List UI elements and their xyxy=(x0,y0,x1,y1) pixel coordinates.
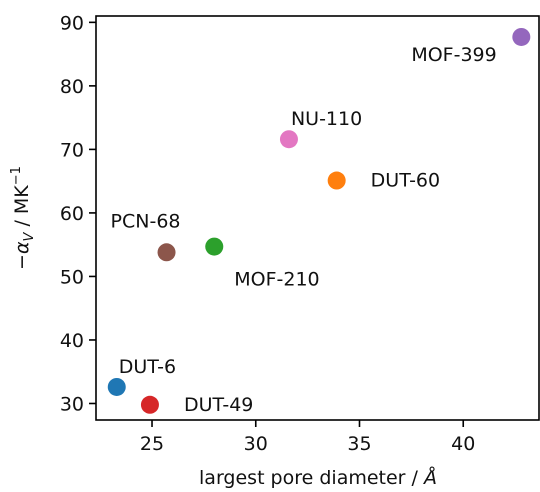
point-label-pcn-68: PCN-68 xyxy=(111,210,181,232)
plot-area-frame xyxy=(95,15,540,421)
x-tick-label: 35 xyxy=(347,433,371,455)
x-tick-label: 40 xyxy=(451,433,475,455)
x-axis-label-main: largest pore diameter / xyxy=(199,467,424,489)
y-tick-label: 50 xyxy=(60,266,84,288)
data-point-dut-6 xyxy=(107,377,126,396)
point-label-mof-399: MOF-399 xyxy=(411,44,496,66)
point-label-nu-110: NU-110 xyxy=(291,108,362,130)
y-tick-label: 70 xyxy=(60,139,84,161)
data-point-pcn-68 xyxy=(157,243,176,262)
data-point-dut-49 xyxy=(140,395,159,414)
point-label-dut-49: DUT-49 xyxy=(184,394,253,416)
axis-ticks: 25 30 35 40 30 40 50 60 70 80 90 xyxy=(60,12,476,455)
plot-frame xyxy=(95,15,540,421)
y-tick-label: 90 xyxy=(60,12,84,34)
y-axis-label-symbol: α xyxy=(11,241,33,254)
data-point-dut-60 xyxy=(327,171,346,190)
y-axis-label-unit: / MK xyxy=(11,185,33,233)
point-label-dut-6: DUT-6 xyxy=(119,356,176,378)
y-axis-label-prefix: − xyxy=(11,254,33,270)
data-point-nu-110 xyxy=(279,130,298,149)
y-tick-label: 40 xyxy=(60,330,84,352)
point-labels: DUT-6 DUT-49 PCN-68 MOF-210 NU-110 DUT-60 MOF-… xyxy=(111,44,497,416)
y-axis-label: −αV / MK−1 xyxy=(9,166,37,270)
y-tick-label: 80 xyxy=(60,76,84,98)
y-tick-label: 60 xyxy=(60,203,84,225)
point-label-mof-210: MOF-210 xyxy=(234,269,319,291)
y-tick-label: 30 xyxy=(60,393,84,415)
y-axis-label-subscript: V xyxy=(22,231,37,241)
y-axis-label-unit-exponent: −1 xyxy=(9,166,24,185)
point-label-dut-60: DUT-60 xyxy=(371,170,440,192)
data-point-mof-399 xyxy=(512,27,531,46)
x-axis-label: largest pore diameter / Å xyxy=(199,466,437,489)
x-tick-label: 25 xyxy=(140,433,164,455)
data-points xyxy=(107,27,531,414)
x-tick-label: 30 xyxy=(244,433,268,455)
data-point-mof-210 xyxy=(205,237,224,256)
x-axis-label-unit: Å xyxy=(422,466,437,489)
